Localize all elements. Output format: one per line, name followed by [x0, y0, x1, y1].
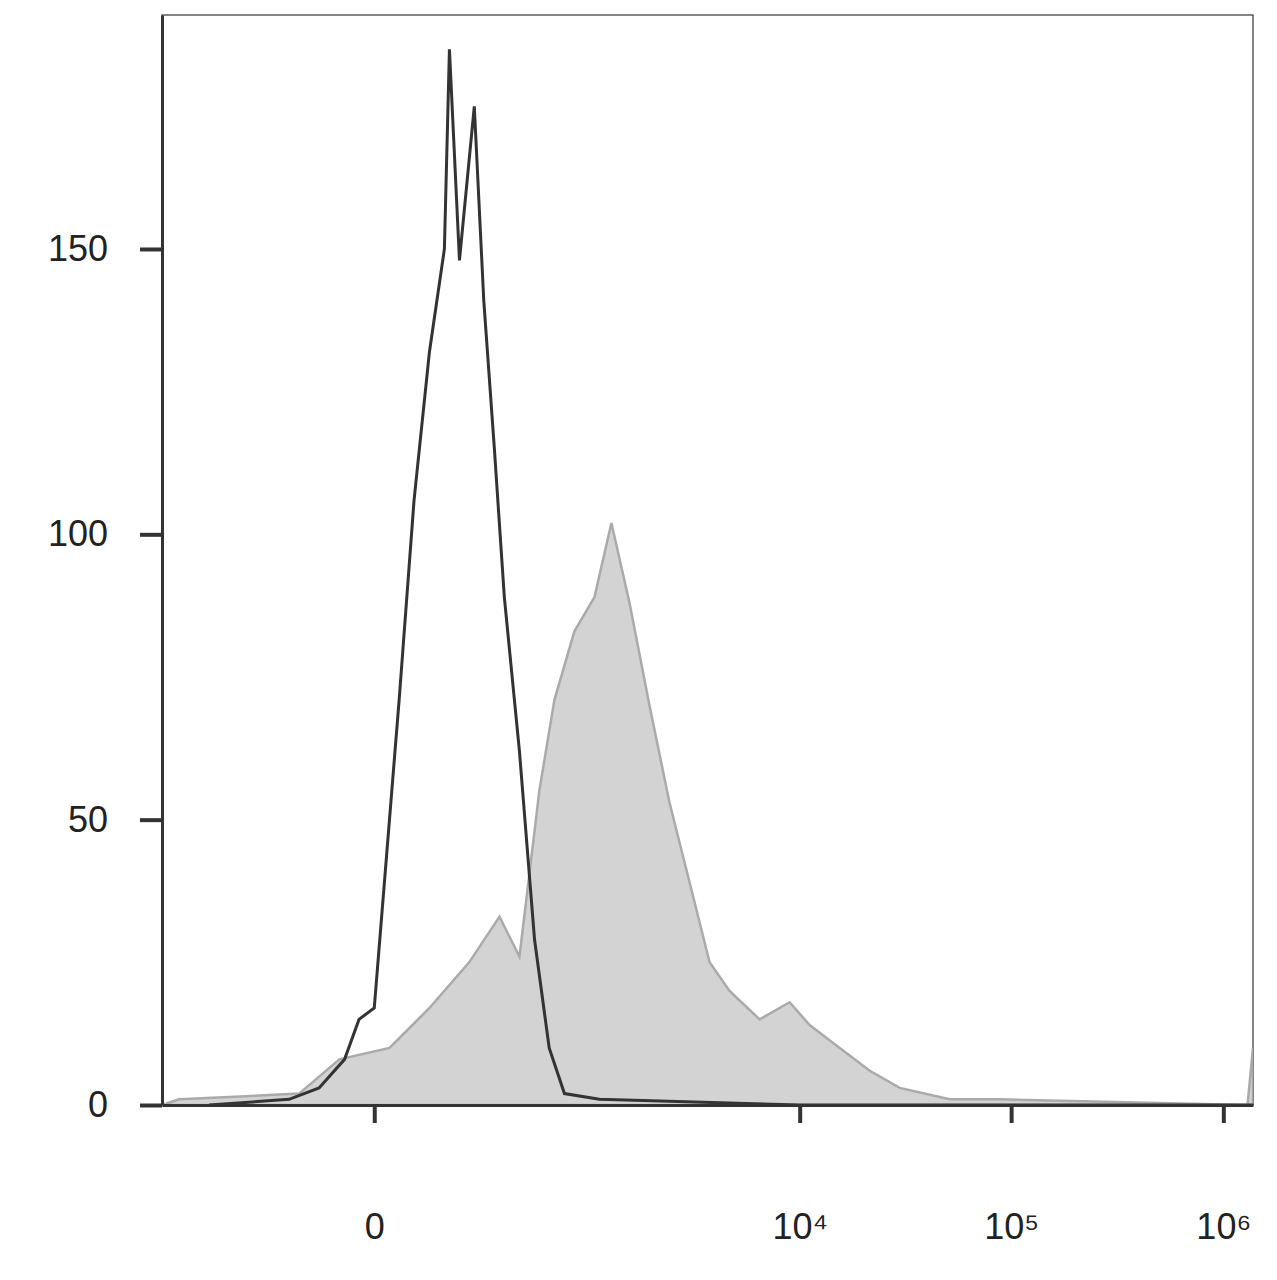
- x-tick-mark: [373, 1105, 377, 1123]
- y-tick-label: 0: [88, 1084, 108, 1125]
- y-tick-label: 100: [48, 513, 108, 554]
- x-tick-label: 10⁵: [984, 1206, 1039, 1247]
- x-tick-label: 0: [365, 1206, 385, 1247]
- x-tick-label: 10⁴: [772, 1206, 828, 1247]
- plot-area: [162, 49, 1253, 1105]
- y-tick: 100: [48, 513, 162, 554]
- y-tick-mark: [140, 1104, 162, 1108]
- y-tick: 50: [68, 799, 162, 840]
- x-tick: 10⁶: [1196, 1105, 1251, 1247]
- y-axis: 0 50 100 150: [48, 16, 163, 1126]
- y-tick-mark: [140, 818, 162, 822]
- x-tick: 0: [365, 1105, 385, 1247]
- y-tick: 150: [48, 228, 162, 269]
- x-tick-mark: [1222, 1105, 1226, 1123]
- histogram-area: [162, 523, 1253, 1105]
- y-tick-mark: [140, 533, 162, 537]
- x-tick-mark: [798, 1105, 802, 1123]
- x-axis-line: [163, 1104, 1254, 1107]
- x-tick-label: 10⁶: [1196, 1206, 1251, 1247]
- x-tick: 10⁴: [772, 1105, 828, 1247]
- chart: 0 10⁴ 10⁵ 10⁶ 0 50 100 150: [0, 0, 1277, 1280]
- x-axis: 0 10⁴ 10⁵ 10⁶: [163, 1105, 1254, 1247]
- x-tick-mark: [1010, 1105, 1014, 1123]
- histogram-line: [209, 49, 1253, 1105]
- y-tick-mark: [140, 247, 162, 251]
- y-axis-line: [161, 16, 164, 1106]
- y-tick: 0: [88, 1084, 162, 1125]
- x-tick: 10⁵: [984, 1105, 1039, 1247]
- plot-frame: [162, 15, 1253, 1105]
- y-tick-label: 150: [48, 228, 108, 269]
- y-tick-label: 50: [68, 799, 108, 840]
